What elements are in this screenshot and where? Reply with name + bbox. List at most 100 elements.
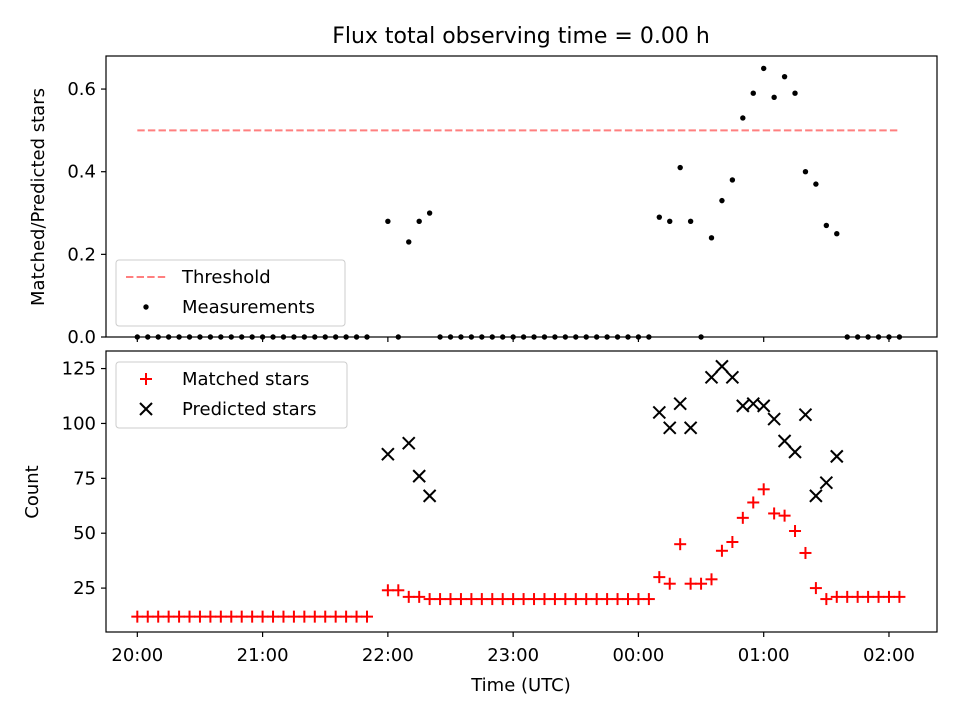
measurement-point — [750, 90, 756, 96]
matched-point — [663, 577, 676, 590]
bottom-legend: Matched stars Predicted stars — [115, 361, 348, 429]
measurement-point — [667, 218, 673, 224]
measurement-point — [708, 235, 715, 241]
matched-point — [726, 535, 739, 548]
predicted-point — [402, 436, 416, 450]
predicted-point — [422, 489, 437, 503]
matched-point — [131, 610, 144, 623]
bottom-x-axis-label: Time (UTC) — [470, 675, 571, 696]
bottom-x-tick-label: 23:00 — [487, 645, 539, 666]
bottom-series — [131, 359, 906, 623]
matched-point — [162, 610, 175, 623]
bottom-y-tick-label: 100 — [62, 413, 96, 434]
legend-matched-swatch — [140, 373, 152, 385]
matched-point — [423, 593, 436, 606]
matched-point — [569, 593, 582, 606]
matched-point — [173, 610, 186, 623]
matched-point — [277, 610, 290, 623]
top-y-tick-label: 0.4 — [67, 162, 96, 183]
legend-measurements-label: Measurements — [182, 297, 315, 318]
matched-point — [789, 525, 802, 538]
predicted-point — [767, 412, 781, 426]
matched-point — [183, 610, 196, 623]
matched-point — [538, 593, 551, 606]
predicted-point — [673, 396, 687, 411]
predicted-point — [683, 421, 698, 435]
matched-point — [872, 590, 885, 603]
predicted-point — [652, 405, 667, 420]
matched-point — [246, 610, 259, 623]
matched-point — [214, 610, 227, 623]
legend-predicted-swatch — [139, 402, 153, 416]
matched-point — [413, 590, 426, 603]
matched-point — [267, 610, 280, 623]
matched-point — [141, 610, 154, 623]
bottom-y-tick-label: 25 — [73, 578, 96, 599]
matched-point — [830, 590, 843, 603]
bottom-x-tick-label: 22:00 — [362, 645, 414, 666]
predicted-point — [663, 421, 677, 435]
bottom-x-tick-label: 02:00 — [863, 645, 915, 666]
matched-point — [308, 610, 321, 623]
legend-measurements-swatch — [143, 304, 149, 310]
matched-point — [465, 593, 478, 606]
measurement-point — [792, 90, 798, 96]
matched-point — [193, 610, 206, 623]
predicted-point — [381, 447, 395, 461]
matched-point — [862, 590, 875, 603]
measurement-point — [677, 164, 683, 171]
top-y-axis-label: Matched/Predicted stars — [28, 88, 49, 306]
predicted-point — [798, 407, 813, 422]
matched-point — [747, 496, 760, 509]
matched-point — [695, 577, 708, 590]
matched-point — [736, 511, 749, 524]
matched-point — [402, 590, 415, 603]
bottom-x-axis: 20:00 21:00 22:00 23:00 00:00 01:00 02:00 — [111, 632, 915, 666]
predicted-point — [736, 399, 750, 413]
matched-point — [580, 593, 593, 606]
predicted-point — [412, 469, 426, 483]
matched-point — [225, 610, 238, 623]
bottom-y-tick-label: 75 — [73, 468, 96, 489]
measurement-point — [802, 169, 809, 175]
matched-point — [851, 590, 864, 603]
matched-point — [653, 571, 666, 584]
top-plot-frame — [105, 55, 938, 338]
matched-point — [475, 593, 488, 606]
matched-point — [329, 610, 342, 623]
measurement-point — [834, 230, 840, 237]
matched-point — [799, 546, 812, 559]
bottom-y-tick-label: 50 — [73, 523, 96, 544]
matched-point — [454, 593, 467, 606]
legend-matched-label: Matched stars — [182, 369, 309, 390]
predicted-point — [704, 370, 719, 385]
top-legend: Threshold Measurements — [115, 259, 346, 327]
matched-point — [381, 584, 394, 597]
matched-point — [768, 507, 781, 520]
matched-point — [705, 573, 718, 586]
matched-point — [507, 593, 520, 606]
measurement-point — [813, 181, 819, 187]
matched-point — [809, 582, 822, 595]
matched-point — [621, 593, 634, 606]
measurement-point — [823, 222, 830, 229]
matched-point — [757, 483, 770, 496]
measurement-point — [761, 65, 767, 72]
matched-point — [528, 593, 541, 606]
legend-predicted-label: Predicted stars — [182, 399, 316, 420]
top-y-axis: 0.0 0.2 0.4 0.6 — [67, 79, 106, 348]
matched-point — [517, 593, 530, 606]
matched-point — [841, 590, 854, 603]
matched-point — [287, 610, 300, 623]
bottom-y-axis: 25 50 75 100 125 — [62, 359, 106, 599]
predicted-point — [819, 476, 834, 490]
top-y-tick-label: 0.0 — [67, 327, 96, 348]
bottom-y-axis-label: Count — [22, 465, 43, 518]
matched-point — [820, 593, 833, 606]
matched-point — [360, 610, 373, 623]
predicted-point — [725, 370, 740, 385]
measurement-point — [719, 197, 725, 204]
measurement-point — [771, 94, 777, 101]
matched-point — [893, 590, 906, 603]
